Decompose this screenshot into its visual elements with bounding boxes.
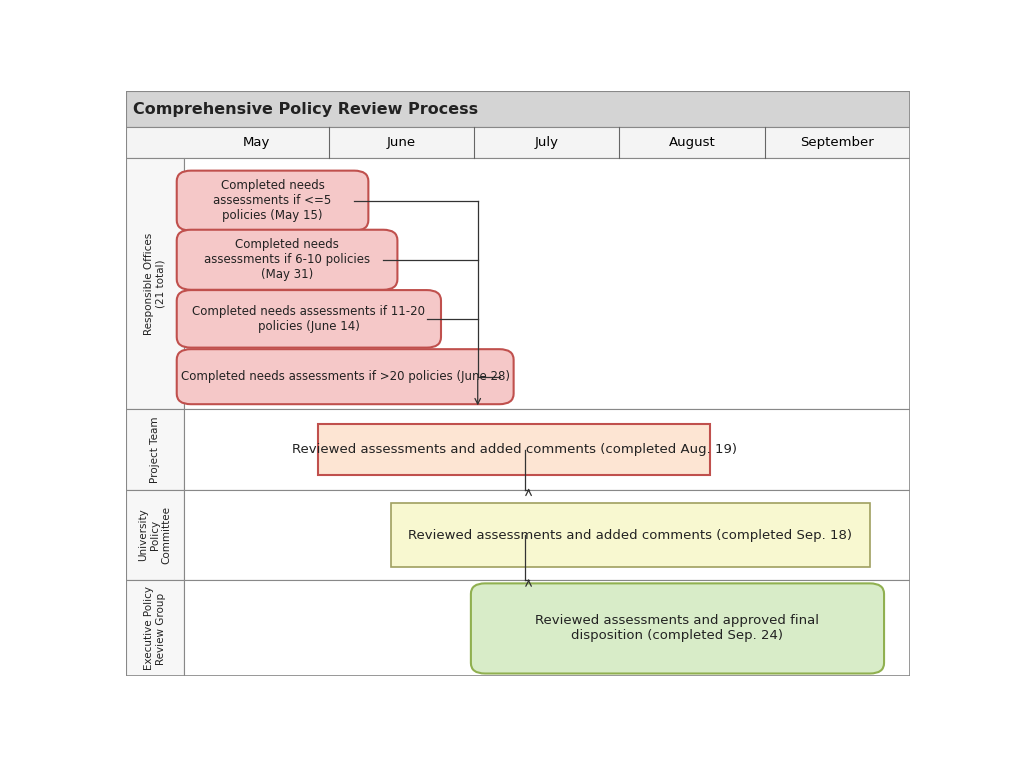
Text: University
Policy
Committee: University Policy Committee <box>139 506 172 564</box>
FancyBboxPatch shape <box>177 171 368 231</box>
FancyBboxPatch shape <box>126 128 910 158</box>
FancyBboxPatch shape <box>177 230 397 290</box>
Text: Completed needs assessments if >20 policies (June 28): Completed needs assessments if >20 polic… <box>181 370 510 383</box>
Text: August: August <box>668 136 716 149</box>
FancyBboxPatch shape <box>184 410 910 489</box>
FancyBboxPatch shape <box>126 91 910 128</box>
Text: Reviewed assessments and approved final
disposition (completed Sep. 24): Reviewed assessments and approved final … <box>536 614 820 642</box>
Text: Completed needs
assessments if 6-10 policies
(May 31): Completed needs assessments if 6-10 poli… <box>204 238 370 281</box>
FancyBboxPatch shape <box>184 581 910 676</box>
Text: Reviewed assessments and added comments (completed Sep. 18): Reviewed assessments and added comments … <box>408 529 852 542</box>
FancyBboxPatch shape <box>390 503 869 567</box>
FancyBboxPatch shape <box>177 349 514 404</box>
Text: Completed needs assessments if 11-20
policies (June 14): Completed needs assessments if 11-20 pol… <box>192 305 426 333</box>
Text: September: September <box>801 136 875 149</box>
Text: Responsible Offices
(21 total): Responsible Offices (21 total) <box>145 233 166 334</box>
Text: May: May <box>243 136 270 149</box>
Text: Project Team: Project Team <box>150 416 160 483</box>
Text: Reviewed assessments and added comments (completed Aug. 19): Reviewed assessments and added comments … <box>291 443 737 456</box>
FancyBboxPatch shape <box>177 290 441 347</box>
Text: July: July <box>535 136 559 149</box>
Text: Executive Policy
Review Group: Executive Policy Review Group <box>145 587 166 670</box>
FancyBboxPatch shape <box>126 410 184 489</box>
FancyBboxPatch shape <box>126 581 184 676</box>
Text: Completed needs
assessments if <=5
policies (May 15): Completed needs assessments if <=5 polic… <box>213 179 332 222</box>
FancyBboxPatch shape <box>317 424 710 475</box>
FancyBboxPatch shape <box>471 584 884 673</box>
Text: June: June <box>387 136 417 149</box>
FancyBboxPatch shape <box>184 489 910 581</box>
FancyBboxPatch shape <box>184 158 910 410</box>
FancyBboxPatch shape <box>126 158 184 410</box>
FancyBboxPatch shape <box>126 489 184 581</box>
Text: Comprehensive Policy Review Process: Comprehensive Policy Review Process <box>132 102 478 117</box>
